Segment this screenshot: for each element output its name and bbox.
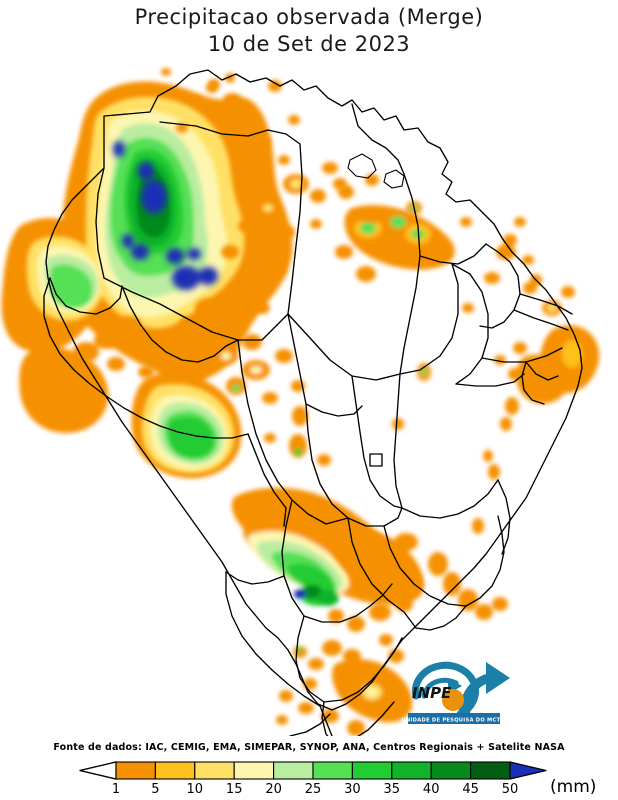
colorbar-bin-15-20 xyxy=(233,761,275,780)
colorbar-bin-20-25 xyxy=(273,761,314,780)
border-rondonia xyxy=(121,285,239,363)
border-bahia-north xyxy=(455,373,525,387)
logo-banner-text: UNIDADE DE PESQUISA DO MCTIC xyxy=(401,717,506,723)
colorbar: 1 5 10 15 20 25 30 35 40 45 50 (mm) xyxy=(0,758,618,798)
brazil-precipitation-map xyxy=(0,56,618,736)
title-line-2: 10 de Set de 2023 xyxy=(207,32,411,56)
border-piaui xyxy=(451,263,489,385)
border-rj xyxy=(415,605,467,631)
border-rn-pb xyxy=(519,293,573,315)
border-sp-north xyxy=(347,517,417,629)
border-paraguay-s xyxy=(225,571,285,585)
precip-north-coast xyxy=(322,162,455,282)
inpe-logo: INPE UNIDADE DE PESQUISA DO MCTIC xyxy=(398,656,520,728)
border-para-east xyxy=(399,173,421,375)
border-ms-south xyxy=(303,583,393,623)
border-goias xyxy=(305,403,363,417)
colorbar-tick-20: 20 xyxy=(265,782,282,797)
data-source-credits: Fonte de dados: IAC, CEMIG, EMA, SIMEPAR… xyxy=(53,742,565,753)
logo-banner xyxy=(408,713,500,724)
logo-ring-arc xyxy=(412,661,479,718)
precip-rondonia xyxy=(19,316,207,384)
logo-rising-arrow xyxy=(458,662,510,722)
border-amazonas-west xyxy=(95,167,105,279)
border-bahia-west xyxy=(393,373,403,509)
colorbar-unit: (mm) xyxy=(550,777,596,797)
colorbar-bin-40-45 xyxy=(430,761,472,780)
border-rs-ne xyxy=(357,701,395,736)
border-mg-south xyxy=(465,515,505,607)
colorbar-bin-1-5 xyxy=(115,761,156,780)
colorbar-bin-35-40 xyxy=(391,761,432,780)
colorbar-tick-10: 10 xyxy=(187,782,204,797)
border-alagoas xyxy=(525,361,559,381)
colorbar-tick-15: 15 xyxy=(226,782,243,797)
map-canvas xyxy=(0,56,618,736)
colorbar-over-arrow xyxy=(509,761,547,780)
border-para-west xyxy=(287,143,303,315)
border-roraima-south xyxy=(159,121,301,145)
border-amazonas-south xyxy=(103,277,289,341)
colorbar-tick-1: 1 xyxy=(112,782,120,797)
coastline-details xyxy=(347,153,405,189)
border-maranhao-south xyxy=(399,263,459,375)
border-sc xyxy=(321,701,329,736)
colorbar-bins xyxy=(115,761,511,780)
logo-wordmark: INPE xyxy=(412,684,452,702)
border-bolivia xyxy=(105,395,249,439)
border-para-south xyxy=(287,313,401,381)
precip-northeast-coast xyxy=(472,274,600,534)
precipitation-field xyxy=(1,68,600,736)
colorbar-tick-5: 5 xyxy=(151,782,159,797)
border-uruguay xyxy=(289,713,331,736)
border-argentina xyxy=(225,571,333,736)
border-es xyxy=(497,479,511,555)
colorbar-bin-30-35 xyxy=(351,761,393,780)
colorbar-bin-10-15 xyxy=(194,761,235,780)
colorbar-tick-40: 40 xyxy=(423,782,440,797)
title-line-1: Precipitacao observada (Merge) xyxy=(134,5,484,29)
border-mg-west xyxy=(383,525,467,607)
border-parana xyxy=(295,615,325,703)
colorbar-bin-45-50 xyxy=(470,761,511,780)
border-peru xyxy=(43,277,107,397)
colorbar-tick-45: 45 xyxy=(462,782,479,797)
border-sergipe xyxy=(521,361,545,405)
border-paraguay xyxy=(247,433,287,527)
border-acre xyxy=(49,277,123,315)
border-df xyxy=(369,453,383,467)
state-boundaries xyxy=(43,69,583,736)
brazil-outline xyxy=(45,69,583,711)
colorbar-tick-30: 30 xyxy=(344,782,361,797)
colorbar-bin-5-10 xyxy=(154,761,196,780)
colorbar-tick-35: 35 xyxy=(384,782,401,797)
page-title: Precipitacao observada (Merge) 10 de Set… xyxy=(0,4,618,58)
border-mt-south xyxy=(237,339,349,525)
border-ms-west xyxy=(281,499,305,617)
precip-amazon-core xyxy=(113,141,218,290)
border-goias-north xyxy=(287,313,307,405)
border-tocantins-west xyxy=(351,375,403,509)
border-amapa xyxy=(351,103,405,175)
colorbar-bin-25-30 xyxy=(312,761,353,780)
colorbar-tick-50: 50 xyxy=(502,782,519,797)
border-bahia-south xyxy=(401,479,499,519)
border-parana-east xyxy=(323,637,403,703)
border-maranhao xyxy=(419,243,487,265)
colorbar-tick-25: 25 xyxy=(305,782,322,797)
logo-dot xyxy=(442,689,464,711)
border-pb-pe xyxy=(513,309,569,331)
border-goias-south xyxy=(305,403,403,527)
colorbar-tick-labels: 1 5 10 15 20 25 30 35 40 45 50 xyxy=(112,782,518,797)
